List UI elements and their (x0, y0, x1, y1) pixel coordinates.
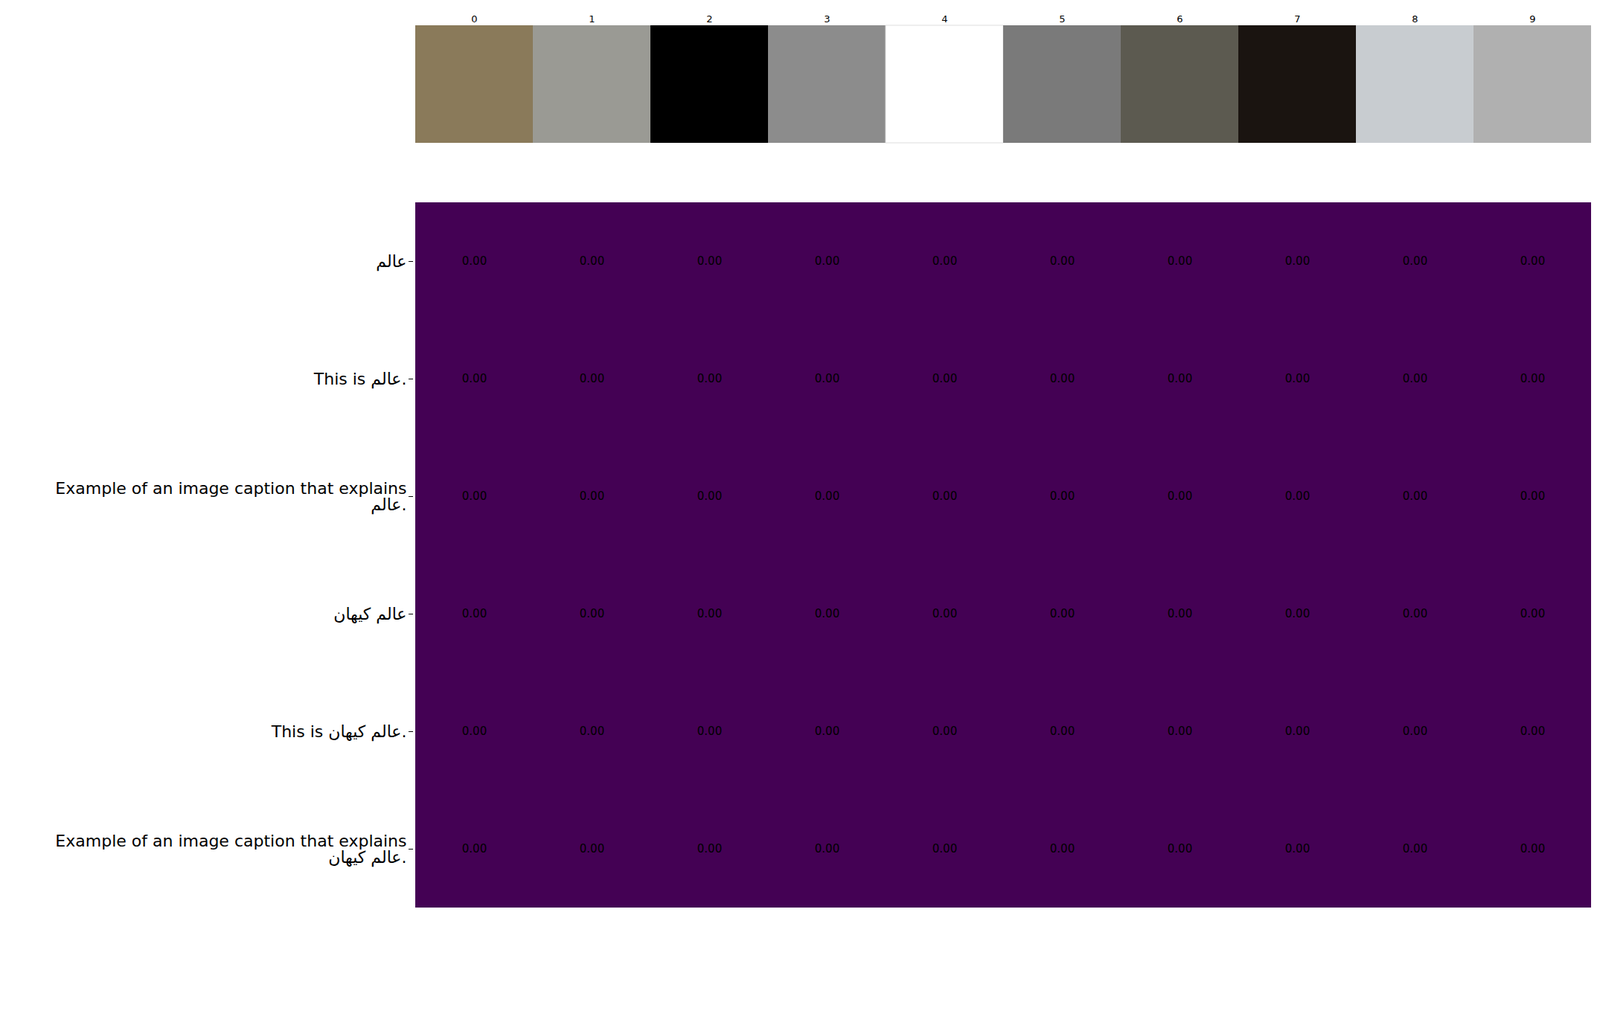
svg-text:عالم: عالم (375, 252, 407, 272)
svg-text:3: 3 (823, 13, 830, 25)
svg-text:0.00: 0.00 (462, 724, 487, 739)
svg-text:0.00: 0.00 (462, 489, 487, 504)
svg-text:0.00: 0.00 (814, 254, 840, 268)
svg-text:0.00: 0.00 (697, 842, 722, 856)
svg-text:0.00: 0.00 (1050, 724, 1075, 739)
svg-text:0.00: 0.00 (814, 489, 840, 504)
svg-text:0.00: 0.00 (1402, 724, 1428, 739)
svg-text:0.00: 0.00 (1050, 254, 1075, 268)
svg-text:0.00: 0.00 (1520, 607, 1545, 621)
svg-text:0.00: 0.00 (932, 842, 958, 856)
svg-text:0.00: 0.00 (697, 254, 722, 268)
svg-text:0.00: 0.00 (1050, 607, 1075, 621)
svg-text:2: 2 (706, 13, 713, 25)
svg-text:0.00: 0.00 (1167, 254, 1193, 268)
svg-text:0.00: 0.00 (1402, 254, 1428, 268)
svg-text:0.00: 0.00 (462, 607, 487, 621)
svg-text:0.00: 0.00 (579, 724, 605, 739)
svg-text:0.00: 0.00 (1285, 372, 1310, 386)
svg-text:0.00: 0.00 (462, 842, 487, 856)
svg-text:0.00: 0.00 (579, 607, 605, 621)
svg-text:0.00: 0.00 (1285, 607, 1310, 621)
svg-text:0.00: 0.00 (697, 489, 722, 504)
svg-text:0.00: 0.00 (1520, 489, 1545, 504)
svg-text:5: 5 (1058, 13, 1065, 25)
svg-text:0.00: 0.00 (579, 842, 605, 856)
svg-text:Example of an image caption th: Example of an image caption that explain… (55, 832, 407, 868)
svg-text:0.00: 0.00 (1520, 254, 1545, 268)
svg-text:0.00: 0.00 (579, 489, 605, 504)
svg-text:0.00: 0.00 (1285, 254, 1310, 268)
svg-text:0.00: 0.00 (814, 724, 840, 739)
svg-text:0.00: 0.00 (697, 372, 722, 386)
svg-text:0.00: 0.00 (697, 607, 722, 621)
svg-text:0.00: 0.00 (814, 842, 840, 856)
svg-text:0.00: 0.00 (814, 607, 840, 621)
svg-text:0.00: 0.00 (1050, 372, 1075, 386)
svg-text:7: 7 (1294, 13, 1301, 25)
svg-text:0.00: 0.00 (1167, 372, 1193, 386)
svg-text:0.00: 0.00 (462, 254, 487, 268)
svg-text:6: 6 (1176, 13, 1183, 25)
svg-text:0.00: 0.00 (1520, 372, 1545, 386)
svg-text:0.00: 0.00 (1050, 842, 1075, 856)
svg-text:عالم کیهان: عالم کیهان (333, 605, 407, 625)
svg-text:8: 8 (1411, 13, 1418, 25)
svg-text:0.00: 0.00 (1402, 489, 1428, 504)
svg-text:0.00: 0.00 (932, 489, 958, 504)
svg-text:This is عالم.: This is عالم. (313, 369, 408, 390)
svg-text:0.00: 0.00 (1167, 607, 1193, 621)
svg-text:0.00: 0.00 (932, 372, 958, 386)
svg-text:0.00: 0.00 (932, 254, 958, 268)
svg-text:0.00: 0.00 (1520, 842, 1545, 856)
svg-text:0.00: 0.00 (932, 607, 958, 621)
svg-text:0.00: 0.00 (932, 724, 958, 739)
svg-text:0.00: 0.00 (1402, 842, 1428, 856)
svg-text:0.00: 0.00 (1520, 724, 1545, 739)
svg-text:0.00: 0.00 (1167, 724, 1193, 739)
svg-text:0.00: 0.00 (697, 724, 722, 739)
svg-text:0.00: 0.00 (579, 372, 605, 386)
svg-text:0.00: 0.00 (462, 372, 487, 386)
svg-text:0.00: 0.00 (579, 254, 605, 268)
svg-text:0.00: 0.00 (1402, 607, 1428, 621)
svg-text:0.00: 0.00 (1167, 842, 1193, 856)
svg-text:0.00: 0.00 (1285, 489, 1310, 504)
svg-text:9: 9 (1529, 13, 1536, 25)
svg-text:4: 4 (941, 13, 948, 25)
svg-text:0.00: 0.00 (1402, 372, 1428, 386)
svg-text:0: 0 (471, 13, 478, 25)
svg-text:0.00: 0.00 (1050, 489, 1075, 504)
svg-text:This is عالم کیهان.: This is عالم کیهان. (270, 722, 408, 742)
svg-text:Example of an image caption th: Example of an image caption that explain… (55, 479, 407, 515)
svg-text:0.00: 0.00 (1285, 842, 1310, 856)
svg-text:0.00: 0.00 (814, 372, 840, 386)
svg-text:1: 1 (588, 13, 595, 25)
svg-text:0.00: 0.00 (1285, 724, 1310, 739)
svg-text:0.00: 0.00 (1167, 489, 1193, 504)
